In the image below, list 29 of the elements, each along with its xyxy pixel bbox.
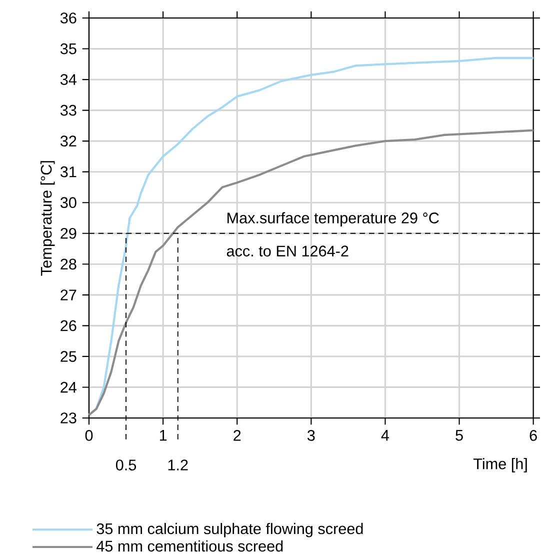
y-tick-label: 33 — [60, 104, 76, 116]
ref-line-label: Max.surface temperature 29 °C — [228, 212, 439, 226]
x-tick-label: 1 — [160, 430, 167, 441]
y-tick-label: 23 — [60, 412, 76, 424]
x-tick-label: 3 — [307, 430, 315, 441]
x-tick-label: 6 — [530, 430, 537, 441]
y-tick-label: 30 — [60, 197, 76, 208]
x-tick-label: 5 — [456, 430, 463, 441]
ref-line-label: 0.5 — [116, 460, 136, 470]
annotation: acc. to EN 1264-2 — [226, 246, 348, 256]
x-tick-label: 4 — [381, 430, 390, 441]
y-tick-label: 28 — [60, 258, 76, 270]
y-tick-label: 25 — [60, 351, 76, 362]
legend-label: 35 mm calcium sulphate flowing screed — [96, 522, 363, 538]
ref-line-label: 1.2 — [168, 460, 188, 470]
y-tick-label: 34 — [60, 74, 76, 85]
y-tick-label: 32 — [60, 136, 76, 146]
x-tick-label: 2 — [234, 430, 241, 441]
y-tick-label: 31 — [60, 166, 76, 178]
y-tick-label: 26 — [60, 320, 76, 332]
y-tick-label: 36 — [60, 12, 76, 24]
x-tick-label: 0 — [85, 430, 93, 441]
y-tick-label: 35 — [60, 43, 76, 54]
y-tick-label: 27 — [60, 290, 76, 300]
legend-label: 45 mm cementitious screed — [96, 540, 283, 552]
y-tick-label: 24 — [60, 382, 76, 393]
y-tick-label: 29 — [60, 228, 76, 239]
x-axis-title: Time [h] — [473, 458, 527, 472]
y-axis-title: Temperature [°C] — [40, 161, 55, 276]
